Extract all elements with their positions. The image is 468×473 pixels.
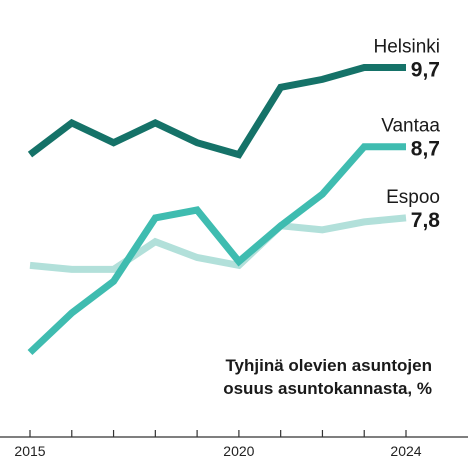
series-label-espoo: Espoo [386, 187, 440, 208]
series-line-espoo [30, 218, 406, 270]
series-line-vantaa [30, 147, 406, 353]
chart-note: Tyhjinä olevien asuntojen osuus asuntoka… [223, 356, 432, 398]
x-tick-label-2020: 2020 [223, 443, 254, 459]
series-value-helsinki: 9,7 [411, 59, 440, 82]
x-tick-label-2024: 2024 [390, 443, 421, 459]
series-line-helsinki [30, 68, 406, 155]
series-value-espoo: 7,8 [411, 209, 441, 232]
note-line-1: Tyhjinä olevien asuntojen [225, 356, 432, 375]
series-value-vantaa: 8,7 [411, 138, 440, 161]
series-layer [30, 67, 406, 352]
x-axis: 2015 2020 2024 [0, 430, 468, 459]
note-line-2: osuus asuntokannasta, % [223, 379, 432, 398]
series-label-vantaa: Vantaa [381, 116, 440, 137]
x-tick-label-2015: 2015 [14, 443, 45, 459]
series-label-helsinki: Helsinki [373, 37, 440, 58]
